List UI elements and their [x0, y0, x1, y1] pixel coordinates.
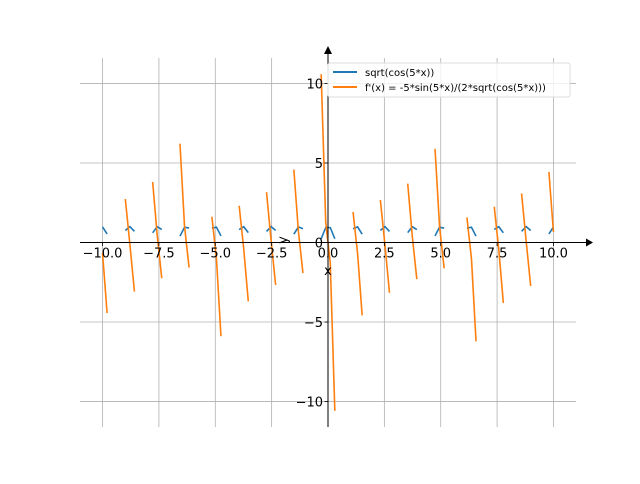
legend-label-0: sqrt(cos(5*x)): [365, 68, 434, 79]
y-tick-label: 5: [315, 157, 323, 172]
y-tick-label: −10: [296, 396, 323, 411]
tick-labels: −10.0 −7.5 −5.0 −2.5 0.0 2.5 5.0 7.5 10.0 −10 −5 0 5…: [83, 77, 568, 410]
series-1-segment: [352, 211, 363, 316]
series-0-segment: [238, 225, 249, 234]
series-1-segment: [151, 181, 163, 279]
legend-label-1: f'(x) = -5*sin(5*x)/(2*sqrt(cos(5*x))): [365, 83, 546, 94]
series-1-segment: [124, 198, 136, 292]
x-axis-arrow: [586, 238, 593, 247]
y-tick-label: 10: [306, 77, 323, 92]
y-axis-label: y: [276, 236, 291, 244]
series-0-segment: [520, 225, 532, 232]
y-axis-arrow: [324, 46, 332, 54]
x-tick-label: −7.5: [143, 247, 175, 262]
series-1-segment: [406, 183, 418, 280]
series-1-segment: [434, 148, 445, 269]
x-tick-label: 7.5: [487, 247, 508, 262]
x-axis-label: x: [324, 264, 332, 279]
x-tick-label: 2.5: [374, 247, 395, 262]
series-1-segment: [238, 205, 250, 302]
legend: sqrt(cos(5*x)) f'(x) = -5*sin(5*x)/(2*sq…: [327, 62, 571, 98]
x-tick-label: −10.0: [83, 247, 123, 262]
series-1-segment: [520, 193, 532, 287]
series-1-segment: [265, 192, 277, 286]
series-1-segment: [101, 253, 108, 314]
series-1-segment: [379, 199, 391, 293]
series-0-segment: [407, 225, 418, 234]
x-tick-label: −2.5: [256, 247, 288, 262]
series-0-segment: [101, 226, 108, 235]
series-0-segment: [124, 225, 136, 232]
series-1-segment: [548, 171, 555, 232]
series-1-segment: [466, 217, 477, 342]
y-tick-label: −5: [304, 316, 323, 331]
series-1-segment: [293, 169, 304, 274]
series-0-segment: [493, 225, 504, 234]
y-tick-label: 0: [315, 237, 323, 252]
series-1-segment: [493, 206, 505, 304]
x-tick-label: 0.0: [318, 247, 339, 262]
x-tick-label: 5.0: [430, 247, 451, 262]
series-0-segment: [379, 225, 391, 233]
x-tick-label: −5.0: [199, 247, 231, 262]
series-0-segment: [265, 225, 277, 233]
legend-box: [327, 62, 571, 98]
series-1-segment: [179, 143, 190, 268]
x-tick-label: 10.0: [539, 247, 568, 262]
axes: [80, 46, 593, 427]
series-1-segment: [211, 216, 222, 337]
